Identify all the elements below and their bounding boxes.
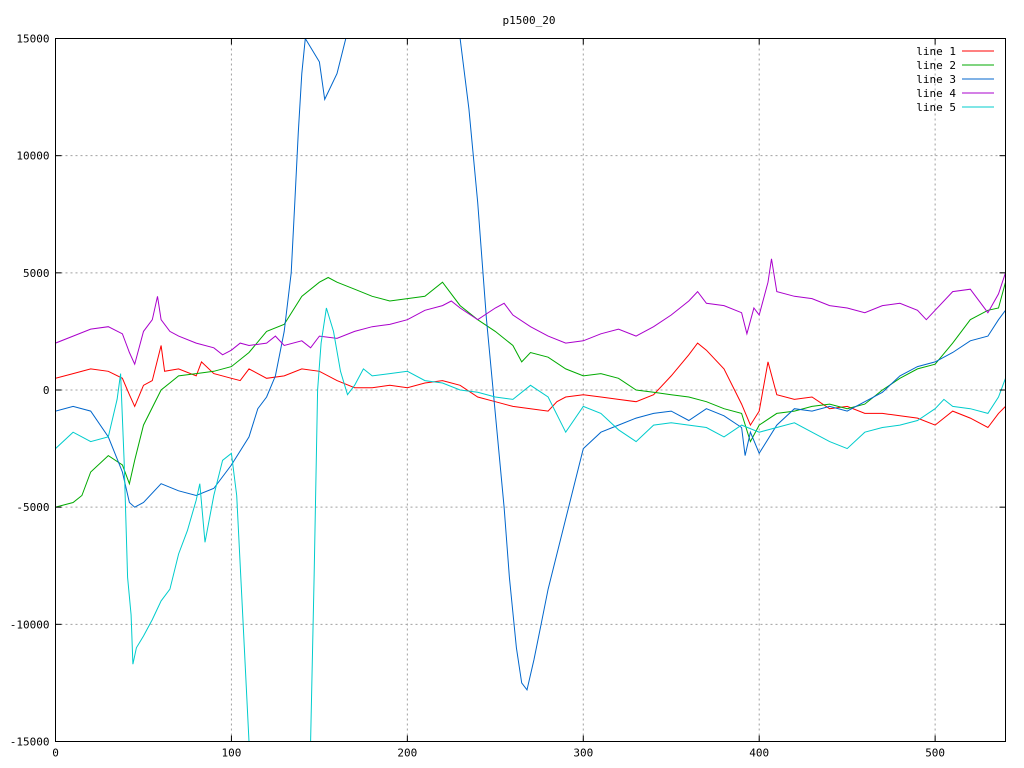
y-tick-label: -10000 [10,618,50,631]
y-tick-label: 0 [43,384,50,397]
legend-label-5: line 5 [916,101,956,114]
legend-label-3: line 3 [916,73,956,86]
x-tick-label: 300 [573,747,593,760]
y-tick-label: 10000 [16,150,49,163]
series-line-2 [55,276,1006,508]
series-line-4 [55,258,1006,366]
legend-label-4: line 4 [916,87,956,100]
x-tick-label: 200 [397,747,417,760]
x-tick-label: 0 [52,747,59,760]
y-tick-label: 5000 [23,267,50,280]
y-tick-label: -15000 [10,736,50,749]
tick-layer: 0 100 200 300 400 500 -15000 -10000 -5000 0 5000 10… [10,33,1006,760]
x-tick-label: 400 [749,747,769,760]
legend-label-2: line 2 [916,59,956,72]
x-tick-label: 500 [925,747,945,760]
series-line-5 [55,307,1006,742]
series-line-1 [55,342,1006,429]
y-tick-label: 15000 [16,33,49,46]
chart-title: p1500_20 [503,14,556,27]
grid-layer [55,38,1006,742]
series-line-3 [55,38,1006,692]
y-tick-label: -5000 [16,501,49,514]
x-tick-label: 100 [221,747,241,760]
series-layer [55,38,1006,742]
legend-label-1: line 1 [916,45,956,58]
